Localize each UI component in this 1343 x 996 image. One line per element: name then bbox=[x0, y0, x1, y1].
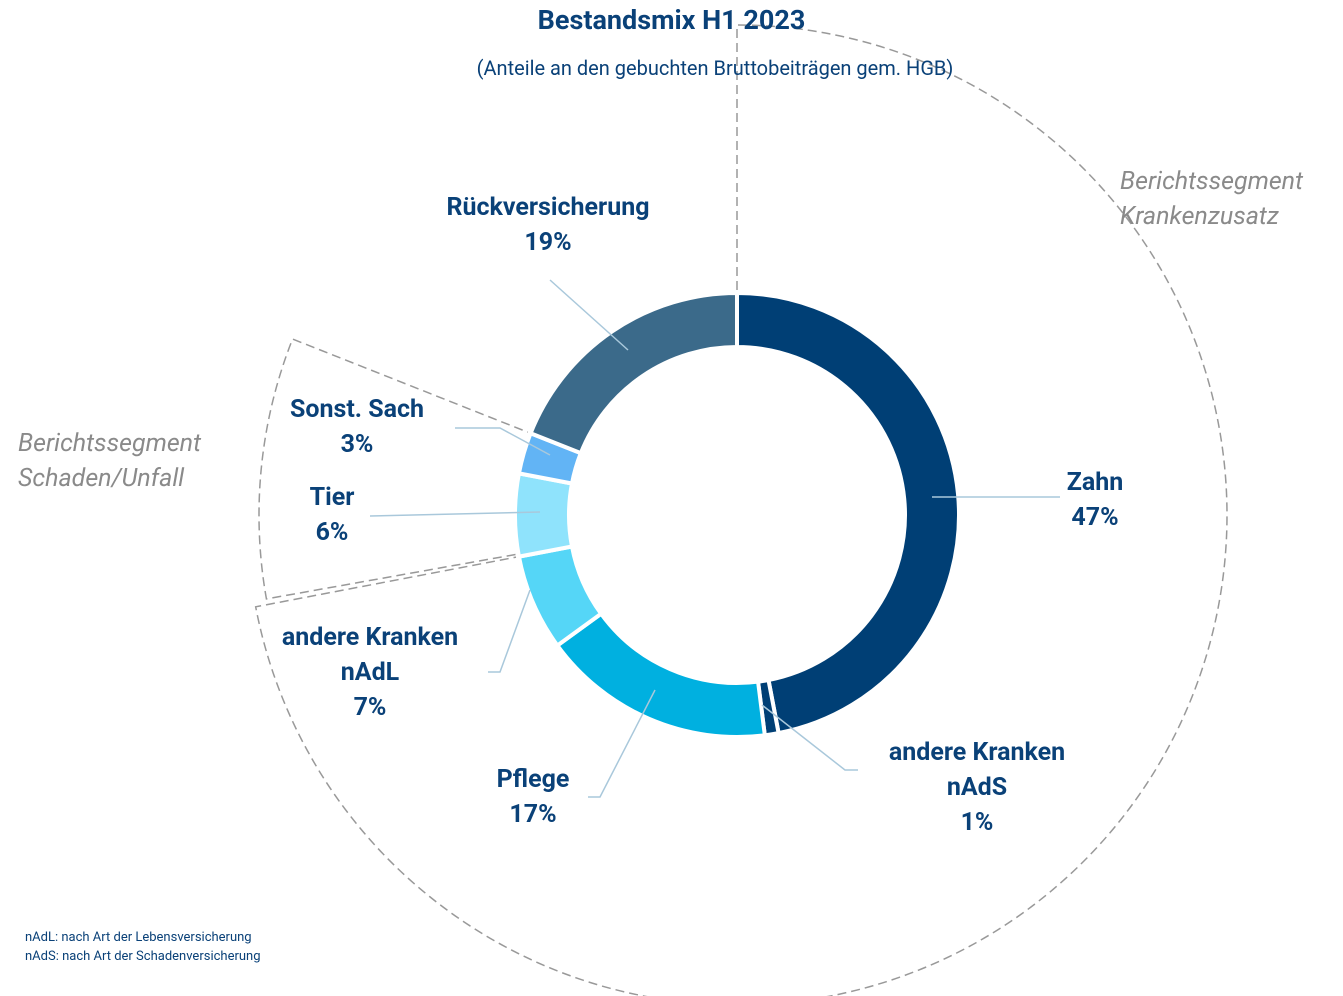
data-label: Pflege 17% bbox=[423, 762, 643, 832]
annotation: Berichtssegment Krankenzusatz bbox=[1120, 167, 1304, 231]
data-label: Sonst. Sach 3% bbox=[247, 392, 467, 462]
annotation: Berichtssegment Schaden/Unfall bbox=[18, 429, 202, 493]
leader-line bbox=[369, 511, 541, 517]
category-label: andere Kranken nAdL bbox=[281, 622, 459, 687]
value-label: 47% bbox=[1071, 503, 1119, 532]
leader-line bbox=[761, 704, 858, 771]
value-label: 1% bbox=[960, 807, 994, 837]
footnote: nAdS: nach Art der Schadenversicherung bbox=[25, 949, 261, 964]
value-label: 3% bbox=[340, 430, 374, 459]
donut-segment bbox=[513, 471, 575, 559]
category-label: Rückversicherung bbox=[446, 193, 650, 222]
category-label: Pflege bbox=[496, 765, 570, 794]
data-label: Zahn 47% bbox=[985, 465, 1205, 535]
value-label: 19% bbox=[524, 228, 572, 257]
data-label: Tier 6% bbox=[222, 480, 442, 550]
category-label: Sonst. Sach bbox=[289, 395, 425, 424]
leader-line bbox=[549, 279, 629, 351]
segment-outline bbox=[254, 24, 1228, 996]
category-label: Tier bbox=[309, 483, 355, 512]
leader-line bbox=[488, 589, 531, 673]
donut-segment bbox=[527, 290, 739, 456]
donut-segment bbox=[735, 290, 961, 736]
value-label: 17% bbox=[509, 800, 557, 829]
leader-line bbox=[455, 427, 551, 456]
data-label: andere Kranken nAdL 7% bbox=[260, 620, 480, 725]
segment-outline bbox=[258, 338, 529, 600]
donut-segment bbox=[554, 610, 768, 739]
value-label: 7% bbox=[353, 692, 387, 722]
chart-subtitle: (Anteile an den gebuchten Bruttobeiträge… bbox=[476, 56, 954, 80]
footnote: nAdL: nach Art der Lebensversicherung bbox=[25, 930, 252, 945]
data-label: Rückversicherung 19% bbox=[438, 190, 658, 260]
chart-title: Bestandsmix H1 2023 bbox=[537, 4, 806, 36]
data-label: andere Kranken nAdS 1% bbox=[867, 735, 1087, 840]
category-label: andere Kranken nAdS bbox=[888, 737, 1066, 802]
category-label: Zahn bbox=[1066, 468, 1124, 497]
value-label: 6% bbox=[315, 518, 349, 547]
leader-line bbox=[588, 689, 656, 798]
